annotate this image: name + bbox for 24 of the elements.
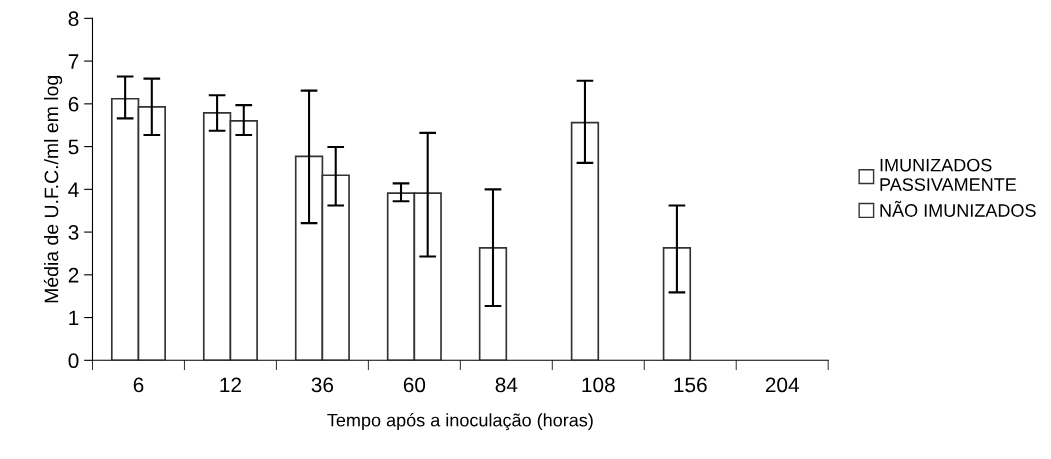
- legend-label: NÃO IMUNIZADOS: [880, 200, 1036, 217]
- y-tick-label: 7: [68, 54, 79, 69]
- x-tick-label: 204: [765, 377, 799, 393]
- x-tick-label: 108: [582, 377, 615, 393]
- bar: [478, 247, 508, 361]
- x-tick-label: 60: [403, 377, 426, 393]
- x-tick-label: 156: [674, 377, 707, 393]
- y-tick-label: 0: [68, 353, 79, 369]
- y-tick-label: 2: [68, 267, 79, 283]
- y-tick-label: 8: [68, 11, 79, 27]
- x-tick-label: 6: [133, 377, 144, 393]
- bar: [662, 247, 692, 361]
- bar: [570, 121, 600, 361]
- y-tick-label: 1: [69, 310, 79, 326]
- x-tick-label: 12: [220, 377, 241, 393]
- x-tick-label: 84: [495, 377, 518, 393]
- y-tick-label: 6: [68, 96, 79, 112]
- legend-label: IMUNIZADOS PASSIVAMENTE: [880, 158, 1017, 191]
- x-tick-label: 36: [311, 377, 334, 393]
- x-axis-title: Tempo após a inoculação (horas): [327, 413, 593, 431]
- y-axis-title: Média de U.F.C./ml em log: [43, 76, 63, 303]
- y-tick-label: 3: [68, 225, 79, 240]
- y-tick-label: 5: [68, 139, 79, 155]
- y-tick-label: 4: [68, 182, 79, 197]
